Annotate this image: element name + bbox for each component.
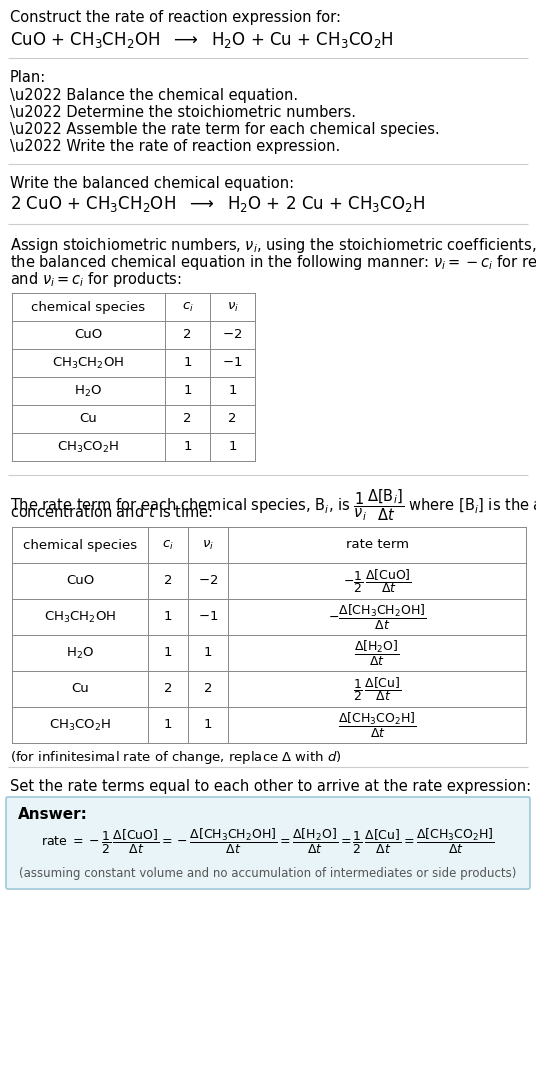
Text: the balanced chemical equation in the following manner: $\nu_i = -c_i$ for react: the balanced chemical equation in the fo… — [10, 254, 536, 272]
Text: CuO + CH$_3$CH$_2$OH  $\longrightarrow$  H$_2$O + Cu + CH$_3$CO$_2$H: CuO + CH$_3$CH$_2$OH $\longrightarrow$ H… — [10, 30, 394, 50]
Text: $-1$: $-1$ — [198, 610, 218, 623]
Text: CH$_3$CH$_2$OH: CH$_3$CH$_2$OH — [44, 609, 116, 625]
Text: Cu: Cu — [71, 682, 89, 695]
Text: $\dfrac{\Delta[\mathrm{H_2O}]}{\Delta t}$: $\dfrac{\Delta[\mathrm{H_2O}]}{\Delta t}… — [354, 639, 400, 668]
Text: 2 CuO + CH$_3$CH$_2$OH  $\longrightarrow$  H$_2$O + 2 Cu + CH$_3$CO$_2$H: 2 CuO + CH$_3$CH$_2$OH $\longrightarrow$… — [10, 194, 426, 214]
Text: 2: 2 — [164, 574, 172, 588]
Text: 2: 2 — [183, 412, 192, 425]
Text: $c_i$: $c_i$ — [182, 300, 193, 313]
Text: $\dfrac{1}{2}\,\dfrac{\Delta[\mathrm{Cu}]}{\Delta t}$: $\dfrac{1}{2}\,\dfrac{\Delta[\mathrm{Cu}… — [353, 675, 401, 703]
Text: chemical species: chemical species — [23, 539, 137, 552]
Text: $-2$: $-2$ — [222, 329, 243, 342]
Text: 1: 1 — [183, 357, 192, 370]
Text: CH$_3$CH$_2$OH: CH$_3$CH$_2$OH — [53, 356, 124, 371]
Text: $\nu_i$: $\nu_i$ — [227, 300, 239, 313]
Text: CH$_3$CO$_2$H: CH$_3$CO$_2$H — [57, 440, 120, 455]
Text: 2: 2 — [228, 412, 237, 425]
Text: Cu: Cu — [80, 412, 98, 425]
Text: 1: 1 — [228, 384, 237, 397]
Text: 1: 1 — [164, 646, 172, 659]
Text: concentration and $t$ is time:: concentration and $t$ is time: — [10, 504, 213, 520]
Text: 1: 1 — [164, 718, 172, 731]
Text: CH$_3$CO$_2$H: CH$_3$CO$_2$H — [49, 717, 111, 732]
Text: $\nu_i$: $\nu_i$ — [202, 539, 214, 552]
Text: CuO: CuO — [75, 329, 102, 342]
Text: Plan:: Plan: — [10, 70, 46, 85]
Text: 1: 1 — [164, 610, 172, 623]
Text: \u2022 Assemble the rate term for each chemical species.: \u2022 Assemble the rate term for each c… — [10, 122, 440, 137]
Text: and $\nu_i = c_i$ for products:: and $\nu_i = c_i$ for products: — [10, 270, 182, 289]
Text: $-2$: $-2$ — [198, 574, 218, 588]
Text: Construct the rate of reaction expression for:: Construct the rate of reaction expressio… — [10, 10, 341, 25]
Text: 2: 2 — [204, 682, 212, 695]
Text: The rate term for each chemical species, B$_i$, is $\dfrac{1}{\nu_i}\dfrac{\Delt: The rate term for each chemical species,… — [10, 487, 536, 522]
Text: \u2022 Balance the chemical equation.: \u2022 Balance the chemical equation. — [10, 88, 298, 103]
Text: 1: 1 — [183, 441, 192, 454]
Text: Set the rate terms equal to each other to arrive at the rate expression:: Set the rate terms equal to each other t… — [10, 779, 531, 794]
Text: 1: 1 — [204, 646, 212, 659]
Text: $\dfrac{\Delta[\mathrm{CH_3CO_2H}]}{\Delta t}$: $\dfrac{\Delta[\mathrm{CH_3CO_2H}]}{\Del… — [338, 710, 416, 740]
FancyBboxPatch shape — [6, 798, 530, 889]
Text: rate term: rate term — [346, 539, 408, 552]
Text: CuO: CuO — [66, 574, 94, 588]
Text: chemical species: chemical species — [32, 300, 146, 313]
Text: \u2022 Write the rate of reaction expression.: \u2022 Write the rate of reaction expres… — [10, 139, 340, 154]
Text: 1: 1 — [228, 441, 237, 454]
Text: rate $= -\dfrac{1}{2}\,\dfrac{\Delta[\mathrm{CuO}]}{\Delta t} = -\dfrac{\Delta[\: rate $= -\dfrac{1}{2}\,\dfrac{\Delta[\ma… — [41, 827, 495, 855]
Text: (for infinitesimal rate of change, replace $\Delta$ with $d$): (for infinitesimal rate of change, repla… — [10, 749, 342, 766]
Text: \u2022 Determine the stoichiometric numbers.: \u2022 Determine the stoichiometric numb… — [10, 106, 356, 120]
Text: H$_2$O: H$_2$O — [66, 645, 94, 660]
Text: 1: 1 — [204, 718, 212, 731]
Text: $c_i$: $c_i$ — [162, 539, 174, 552]
Text: Write the balanced chemical equation:: Write the balanced chemical equation: — [10, 176, 294, 191]
Text: (assuming constant volume and no accumulation of intermediates or side products): (assuming constant volume and no accumul… — [19, 866, 517, 879]
Text: Assign stoichiometric numbers, $\nu_i$, using the stoichiometric coefficients, $: Assign stoichiometric numbers, $\nu_i$, … — [10, 236, 536, 255]
Text: 2: 2 — [183, 329, 192, 342]
Text: H$_2$O: H$_2$O — [75, 383, 102, 398]
Text: 2: 2 — [164, 682, 172, 695]
Text: 1: 1 — [183, 384, 192, 397]
Text: $-1$: $-1$ — [222, 357, 243, 370]
Text: $-\dfrac{\Delta[\mathrm{CH_3CH_2OH}]}{\Delta t}$: $-\dfrac{\Delta[\mathrm{CH_3CH_2OH}]}{\D… — [328, 603, 426, 631]
Text: Answer:: Answer: — [18, 807, 88, 823]
Text: $-\dfrac{1}{2}\,\dfrac{\Delta[\mathrm{CuO}]}{\Delta t}$: $-\dfrac{1}{2}\,\dfrac{\Delta[\mathrm{Cu… — [343, 567, 412, 595]
